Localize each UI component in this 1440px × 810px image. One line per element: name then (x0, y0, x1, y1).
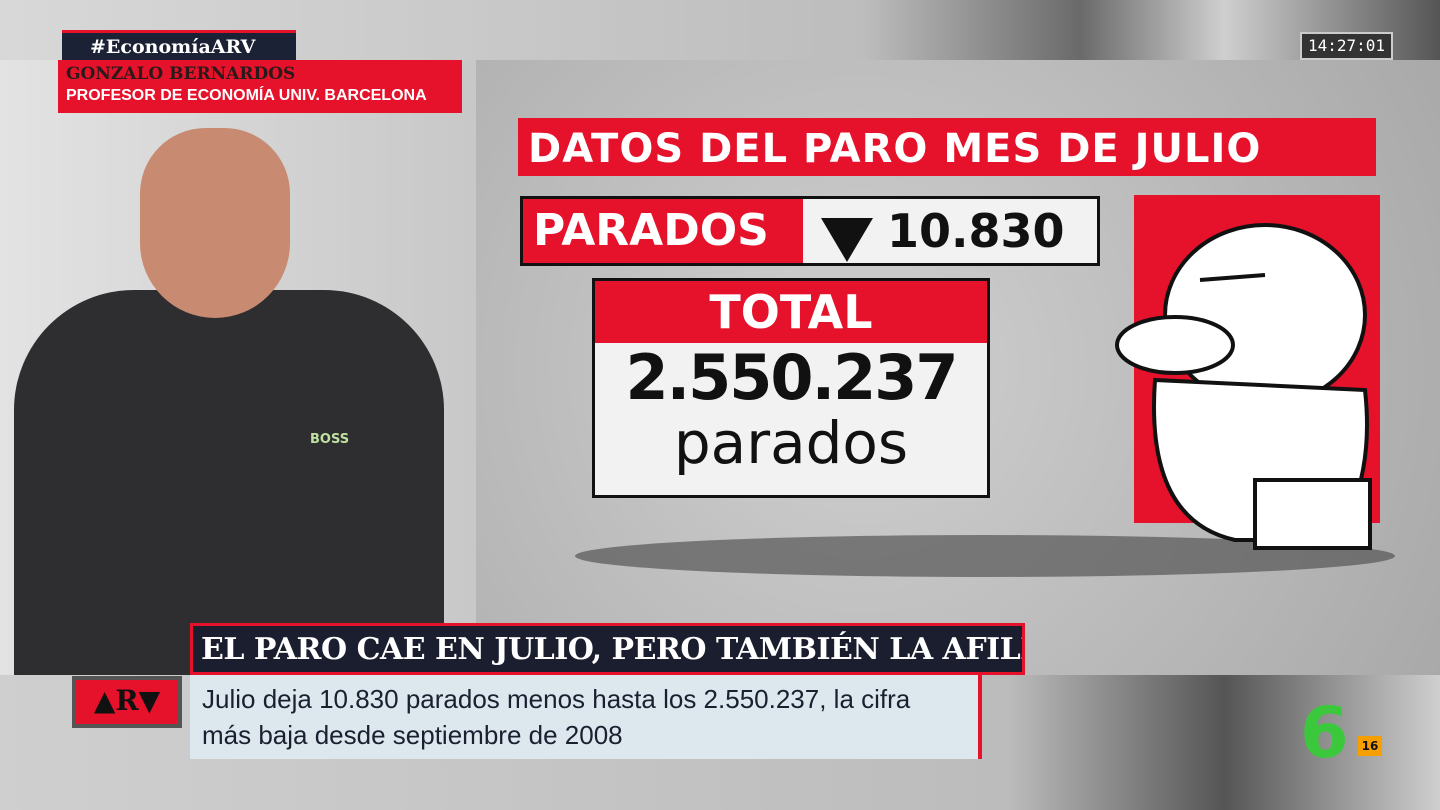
down-arrow-icon (821, 218, 873, 262)
guest-namebox: GONZALO BERNARDOS PROFESOR DE ECONOMÍA U… (58, 60, 462, 113)
presenter-body (14, 290, 444, 675)
total-value: 2.550.237 (625, 341, 958, 414)
clock: 14:27:01 (1300, 32, 1393, 60)
graphic-title: DATOS DEL PARO MES DE JULIO (518, 118, 1376, 176)
total-box: TOTAL 2.550.237 parados (592, 278, 990, 498)
guest-role: PROFESOR DE ECONOMÍA UNIV. BARCELONA (66, 87, 427, 104)
shirt-logo: BOSS (310, 432, 350, 447)
age-rating-badge: 16 (1358, 736, 1382, 756)
total-label: TOTAL (595, 281, 987, 343)
total-unit: parados (673, 409, 909, 477)
presenter-head (140, 128, 290, 318)
channel-logo: 6 (1300, 692, 1349, 774)
parados-label: PARADOS (523, 199, 803, 263)
hashtag-label: #EconomíaARV (62, 30, 296, 60)
subtitle: Julio deja 10.830 parados menos hasta lo… (190, 675, 982, 759)
parados-change-value: 10.830 (887, 204, 1065, 258)
parados-change-row: PARADOS 10.830 (520, 196, 1100, 266)
headline: EL PARO CAE EN JULIO, PERO TAMBIÉN LA AF… (190, 623, 1025, 675)
guest-name: GONZALO BERNARDOS (66, 64, 296, 84)
cartoon-man-illustration (1115, 223, 1372, 550)
program-logo: ▲R▼ (72, 676, 182, 728)
